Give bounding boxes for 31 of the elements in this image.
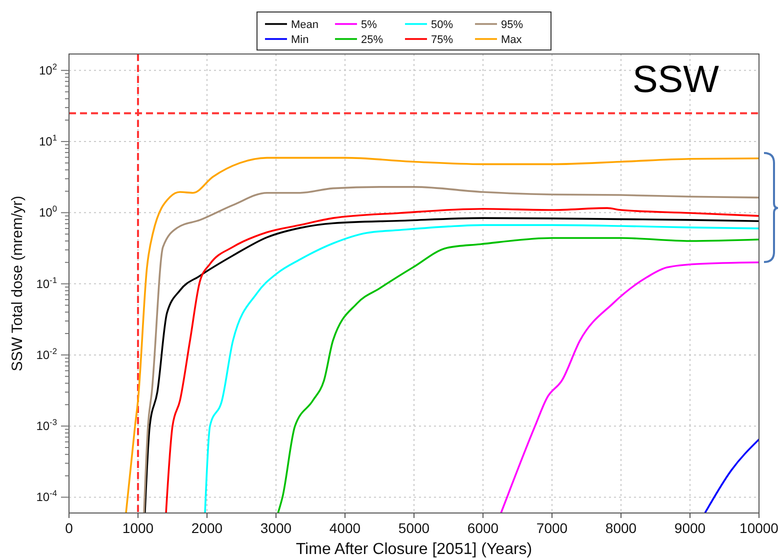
x-tick-label: 7000	[536, 520, 568, 536]
annotation: SSW	[632, 59, 720, 101]
legend-label: Max	[501, 34, 522, 46]
x-tick-label: 9000	[674, 520, 706, 536]
x-tick-label: 6000	[467, 520, 499, 536]
x-tick-label: 2000	[191, 520, 223, 536]
x-tick-label: 3000	[260, 520, 292, 536]
y-tick-label: 10$^{-1}$	[36, 274, 58, 291]
legend-label: 50%	[431, 19, 454, 31]
line-series	[277, 237, 759, 513]
legend-label: 25%	[361, 34, 384, 46]
legend-label: 75%	[431, 34, 454, 46]
legend-label: 5%	[361, 19, 378, 31]
x-tick-label: 8000	[605, 520, 637, 536]
y-tick-label: 10$^{-2}$	[36, 346, 58, 362]
legend-label: Mean	[291, 19, 319, 31]
legend-label: 95%	[501, 19, 524, 31]
line-series	[500, 261, 759, 513]
x-tick-label: 0	[65, 520, 74, 536]
y-axis-title: SSW Total dose (mrem/yr)	[9, 196, 26, 372]
y-tick-label: 10$^{2}$	[38, 61, 58, 78]
x-axis-title: Time After Closure [2051] (Years)	[296, 541, 532, 558]
x-tick-label: 5000	[398, 520, 430, 536]
x-tick-label: 1000	[122, 520, 154, 536]
y-tick-label: 10$^{-3}$	[36, 417, 58, 434]
y-tick-label: 10$^{-4}$	[36, 488, 58, 504]
y-tick-label: 10$^{0}$	[38, 204, 58, 220]
y-tick-label: 10$^{1}$	[38, 132, 58, 149]
x-tick-label: 10000	[740, 520, 779, 536]
x-tick-label: 4000	[329, 520, 361, 536]
legend-label: Min	[291, 34, 309, 46]
